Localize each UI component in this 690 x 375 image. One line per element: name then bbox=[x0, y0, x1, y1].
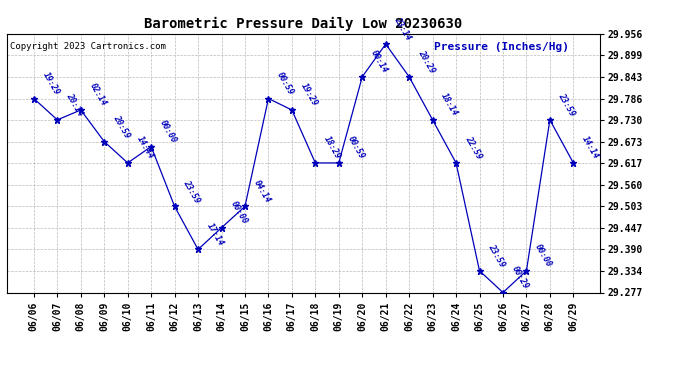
Text: 00:00: 00:00 bbox=[533, 243, 553, 268]
Text: 22:59: 22:59 bbox=[463, 135, 483, 161]
Text: 18:29: 18:29 bbox=[322, 135, 342, 161]
Text: 04:14: 04:14 bbox=[252, 178, 272, 204]
Text: 14:14: 14:14 bbox=[580, 135, 600, 161]
Text: 23:14: 23:14 bbox=[393, 16, 413, 42]
Text: 00:00: 00:00 bbox=[228, 200, 249, 225]
Text: 00:14: 00:14 bbox=[369, 48, 389, 75]
Text: 19:29: 19:29 bbox=[41, 70, 61, 96]
Text: 02:14: 02:14 bbox=[88, 82, 108, 108]
Text: Pressure (Inches/Hg): Pressure (Inches/Hg) bbox=[434, 42, 569, 51]
Text: 00:00: 00:00 bbox=[158, 118, 179, 144]
Text: Copyright 2023 Cartronics.com: Copyright 2023 Cartronics.com bbox=[10, 42, 166, 51]
Text: 00:59: 00:59 bbox=[275, 70, 295, 96]
Text: 20:59: 20:59 bbox=[111, 113, 132, 140]
Text: 00:29: 00:29 bbox=[510, 264, 530, 290]
Text: 20:29: 20:29 bbox=[416, 48, 436, 75]
Text: 23:59: 23:59 bbox=[486, 243, 506, 268]
Text: 19:29: 19:29 bbox=[299, 82, 319, 108]
Text: 00:59: 00:59 bbox=[346, 135, 366, 161]
Text: 14:44: 14:44 bbox=[135, 135, 155, 161]
Text: 23:59: 23:59 bbox=[557, 92, 577, 118]
Text: 23:59: 23:59 bbox=[181, 178, 202, 204]
Text: 20:14: 20:14 bbox=[64, 92, 85, 118]
Title: Barometric Pressure Daily Low 20230630: Barometric Pressure Daily Low 20230630 bbox=[144, 17, 463, 31]
Text: 18:14: 18:14 bbox=[440, 92, 460, 118]
Text: 17:14: 17:14 bbox=[205, 221, 226, 247]
